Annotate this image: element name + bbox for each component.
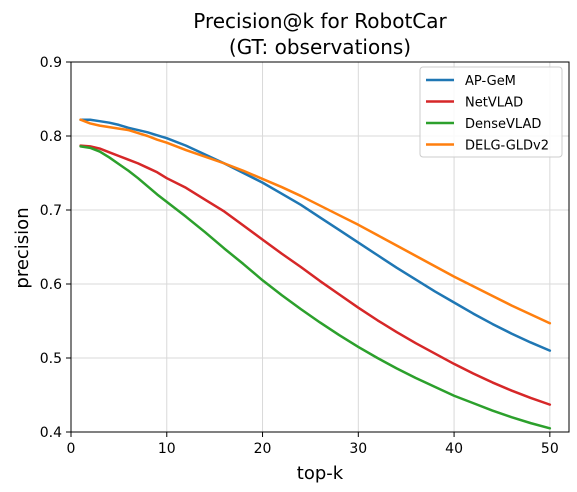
series-line-netvlad: [79, 144, 552, 406]
x-tick-label: 10: [158, 441, 176, 457]
x-tick-label: 0: [67, 441, 76, 457]
series-group: [79, 118, 552, 430]
x-tick-label: 40: [445, 441, 463, 457]
plot-frame: [70, 61, 570, 433]
x-axis-ticks: 0 10 20 30 40 50: [67, 432, 559, 457]
legend-label-densevlad: DenseVLAD: [465, 117, 541, 132]
y-tick-label: 0.4: [40, 425, 62, 441]
y-tick-label: 0.8: [40, 129, 62, 145]
legend-label-ap-gem: AP-GeM: [465, 74, 516, 89]
series-line-delg-gldv2: [79, 118, 552, 325]
x-tick-label: 20: [254, 441, 272, 457]
y-tick-label: 0.5: [40, 351, 62, 367]
y-axis-label: precision: [12, 207, 33, 288]
series-line-ap-gem: [79, 118, 552, 352]
series-line-densevlad: [79, 145, 552, 430]
y-axis-ticks: 0.4 0.5 0.6 0.7 0.8 0.9: [40, 55, 71, 441]
legend-label-delg-gldv2: DELG-GLDv2: [465, 139, 549, 154]
legend-box: [419, 66, 563, 158]
y-tick-label: 0.7: [40, 203, 62, 219]
chart-title: Precision@k for RobotCar: [193, 9, 447, 33]
chart-subtitle: (GT: observations): [229, 35, 411, 59]
y-tick-label: 0.6: [40, 277, 62, 293]
x-tick-label: 30: [349, 441, 367, 457]
x-axis-label: top-k: [297, 463, 344, 484]
legend-label-netvlad: NetVLAD: [465, 96, 523, 111]
x-tick-label: 50: [541, 441, 559, 457]
y-tick-label: 0.9: [40, 55, 62, 71]
legend: AP-GeM NetVLAD DenseVLAD DELG-GLDv2: [419, 66, 563, 158]
